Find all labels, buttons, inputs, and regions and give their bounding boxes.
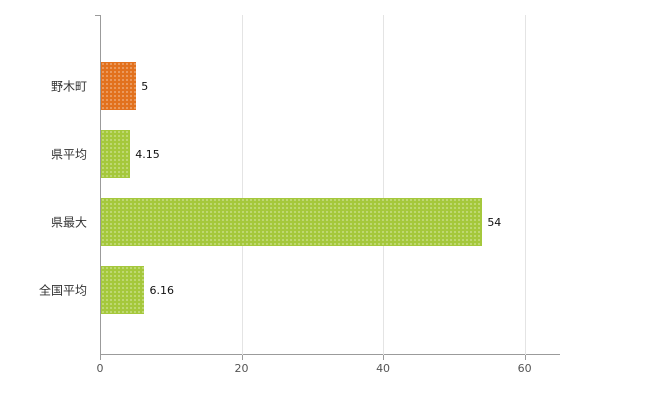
category-label: 野木町 [50,79,87,94]
x-axis-tick [524,355,526,360]
value-label: 5 [141,79,149,93]
x-axis-tick [100,355,101,360]
x-axis-tick [241,355,243,360]
category-label: 県最大 [50,215,87,230]
bar-row: 6.16 [101,266,560,315]
value-label: 54 [487,215,502,229]
plot-area: 0 20 40 60 5 4.15 54 6.16 [95,15,560,375]
x-axis-line [100,354,560,355]
bar [101,130,131,179]
gridline [524,15,526,355]
bar [101,62,137,111]
bar-row: 5 [101,62,560,111]
gridline [383,15,385,355]
x-tick-label: 40 [376,362,391,375]
x-tick-label: 60 [517,362,532,375]
bar-row: 4.15 [101,130,560,179]
y-axis-labels: 野木町県平均県最大全国平均 [0,15,94,355]
x-axis-tick [383,355,385,360]
x-tick-label: 20 [234,362,249,375]
gridline [241,15,243,355]
x-tick-label: 0 [96,362,104,375]
category-label: 全国平均 [38,283,87,298]
bar [101,266,145,315]
y-axis-top-tick [95,15,100,16]
value-label: 6.16 [149,283,174,297]
y-axis-line [100,15,101,355]
category-label: 県平均 [50,147,87,162]
bar [101,198,483,247]
value-label: 4.15 [135,147,160,161]
bar-row: 54 [101,198,560,247]
